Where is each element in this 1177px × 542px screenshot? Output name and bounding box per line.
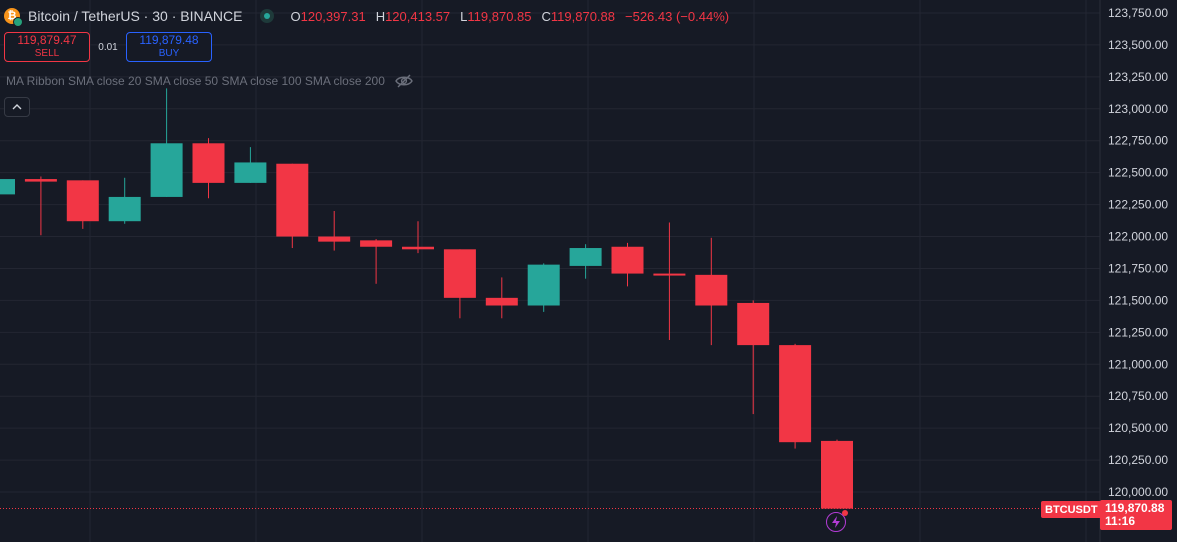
candle[interactable] — [443, 249, 476, 319]
candle[interactable] — [569, 244, 602, 279]
price-tick-label: 120,000.00 — [1108, 485, 1168, 499]
candle-body — [234, 162, 267, 183]
candle-body — [569, 248, 602, 266]
symbol-title[interactable]: Bitcoin / TetherUS · 30 · BINANCE — [28, 8, 243, 24]
sell-price: 119,879.47 — [17, 33, 77, 47]
buy-button[interactable]: 119,879.48 BUY — [126, 32, 212, 62]
lightning-icon[interactable] — [826, 510, 848, 532]
low-value: 119,870.85 — [467, 8, 532, 24]
price-axis[interactable]: 120,000.00 120,250.00 120,500.00 120,750.00… — [1108, 6, 1168, 499]
last-price-value: 119,870.88 — [1105, 501, 1165, 515]
collapse-legend-button[interactable] — [4, 97, 30, 117]
candle-body — [737, 302, 770, 346]
price-tick-label: 122,250.00 — [1108, 198, 1168, 212]
candle[interactable] — [527, 263, 560, 312]
candle[interactable] — [653, 222, 686, 340]
price-tick-label: 120,750.00 — [1108, 389, 1168, 403]
open-value: 120,397.31 — [300, 8, 366, 24]
candle[interactable] — [192, 138, 225, 199]
candle[interactable] — [402, 221, 434, 254]
chart-legend: ₿ Bitcoin / TetherUS · 30 · BINANCE O120… — [4, 6, 733, 27]
candle-body — [66, 180, 99, 222]
bar-countdown: 11:16 — [1105, 514, 1136, 528]
ohlc-values: O120,397.31 H120,413.57 L119,870.85 C119… — [290, 8, 730, 24]
buy-label: BUY — [158, 48, 180, 59]
candle[interactable] — [779, 343, 812, 449]
sell-label: SELL — [34, 48, 60, 59]
candle-body — [821, 440, 853, 509]
candle[interactable] — [24, 176, 57, 236]
candle[interactable] — [695, 237, 728, 346]
price-tick-label: 123,750.00 — [1108, 6, 1168, 20]
candle-body — [653, 273, 686, 276]
candle-body — [108, 196, 141, 222]
market-status-icon[interactable] — [260, 9, 275, 23]
grid-lines — [0, 0, 1100, 542]
price-tick-label: 121,500.00 — [1108, 293, 1168, 307]
spread-value: 0.01 — [98, 41, 118, 53]
candle-body — [695, 274, 728, 306]
price-tick-label: 122,750.00 — [1108, 134, 1168, 148]
candle[interactable] — [485, 277, 518, 319]
candle[interactable] — [360, 239, 393, 284]
price-tick-label: 120,250.00 — [1108, 453, 1168, 467]
candle[interactable] — [737, 300, 770, 415]
candle[interactable] — [0, 174, 15, 200]
indicator-label: MA Ribbon SMA close 20 SMA close 50 SMA … — [6, 74, 385, 88]
candle-body — [360, 240, 393, 247]
candle-body — [402, 246, 434, 250]
trade-panel: 119,879.47 SELL 0.01 119,879.48 BUY — [4, 32, 212, 62]
close-value: 119,870.88 — [550, 8, 615, 24]
candle[interactable] — [611, 242, 644, 287]
candle-body — [611, 246, 644, 274]
buy-price: 119,879.48 — [139, 33, 199, 47]
candle-body — [192, 143, 225, 183]
price-tick-label: 123,500.00 — [1108, 38, 1168, 52]
price-tick-label: 122,500.00 — [1108, 166, 1168, 180]
candle-body — [485, 297, 518, 306]
high-value: 120,413.57 — [385, 8, 451, 24]
price-tick-label: 121,250.00 — [1108, 325, 1168, 339]
change-value: −526.43 (−0.44%) — [625, 8, 730, 24]
candle[interactable] — [108, 177, 141, 224]
candle-body — [0, 179, 15, 195]
candle-body — [527, 264, 560, 306]
candles[interactable] — [0, 88, 853, 509]
candle-body — [150, 143, 183, 197]
candle[interactable] — [150, 88, 183, 197]
bitcoin-logo-icon: ₿ — [4, 8, 23, 27]
candle[interactable] — [234, 147, 267, 183]
candle[interactable] — [66, 180, 99, 229]
price-tick-label: 121,000.00 — [1108, 357, 1168, 371]
last-price-tag: 119,870.88 11:16 — [1100, 500, 1172, 530]
candle[interactable] — [276, 163, 309, 249]
candle-body — [318, 236, 351, 242]
candle-body — [779, 345, 812, 443]
candle[interactable] — [821, 439, 853, 509]
sell-button[interactable]: 119,879.47 SELL — [4, 32, 90, 62]
candle-body — [24, 179, 57, 182]
indicator-legend[interactable]: MA Ribbon SMA close 20 SMA close 50 SMA … — [6, 74, 413, 88]
price-tick-label: 121,750.00 — [1108, 261, 1168, 275]
chevron-up-icon — [12, 104, 22, 110]
symbol-price-tag: BTCUSDT — [1041, 501, 1102, 518]
price-tick-label: 123,250.00 — [1108, 70, 1168, 84]
candle-body — [276, 163, 309, 237]
price-tick-label: 122,000.00 — [1108, 230, 1168, 244]
candle-body — [443, 249, 476, 298]
eye-off-icon[interactable] — [395, 74, 413, 88]
candle[interactable] — [318, 210, 351, 251]
price-tick-label: 123,000.00 — [1108, 102, 1168, 116]
price-tick-label: 120,500.00 — [1108, 421, 1168, 435]
